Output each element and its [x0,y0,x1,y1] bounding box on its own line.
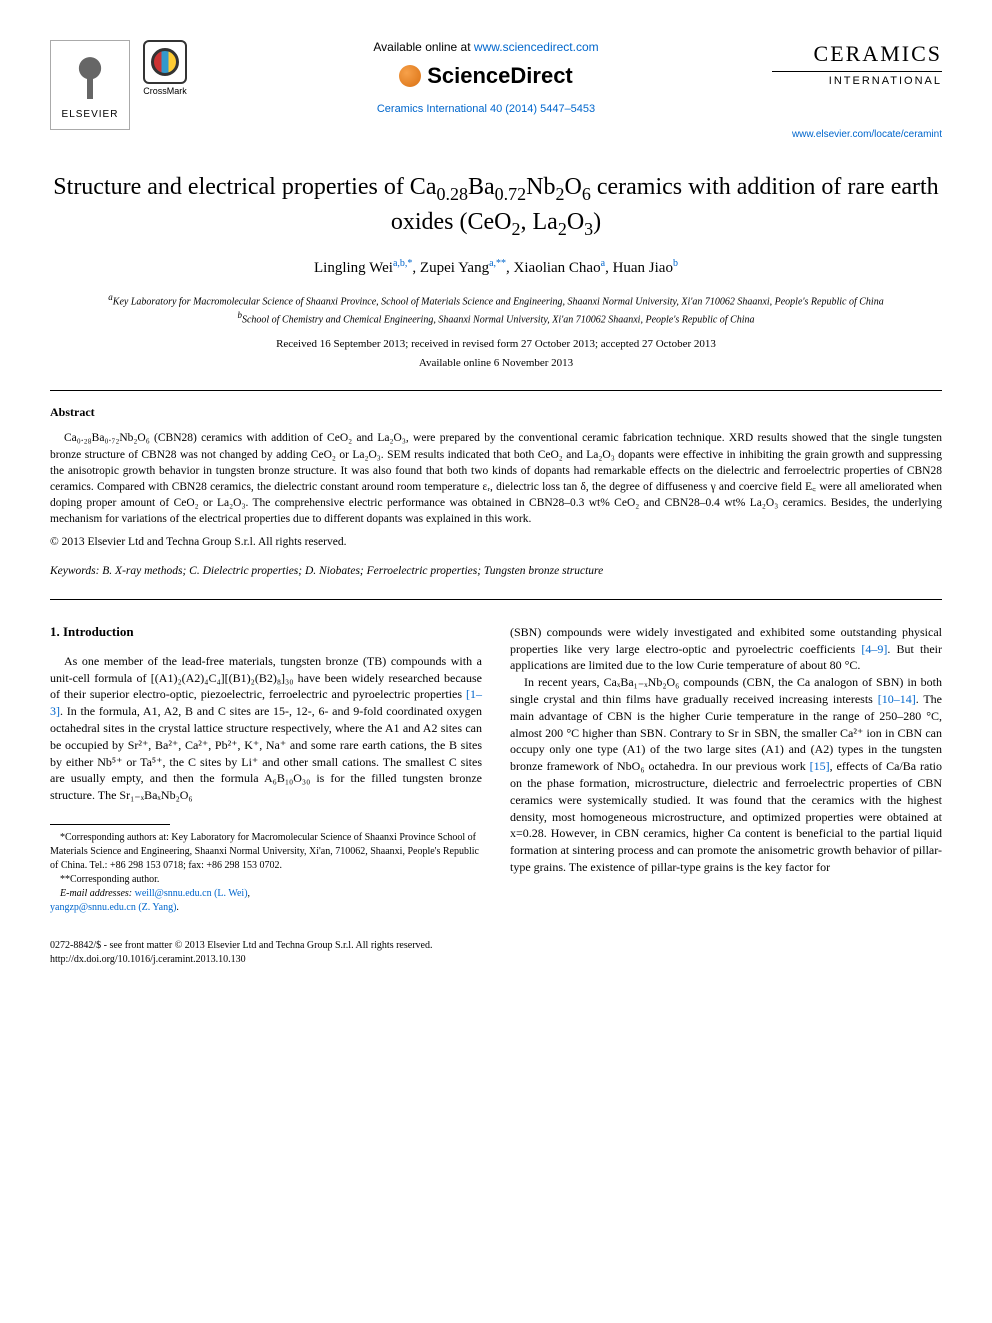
corresponding-author-footnote-2: **Corresponding author. [50,873,482,887]
author-name: Huan Jiao [613,260,673,276]
title-seg: ) [593,209,601,235]
email-end: . [176,902,179,913]
citation-link[interactable]: [15] [810,759,830,773]
left-column: 1. Introduction As one member of the lea… [50,624,482,915]
sciencedirect-ball-icon [399,65,421,87]
title-sub: 2 [558,219,567,239]
title-seg: , La [521,209,558,235]
received-dates: Received 16 September 2013; received in … [50,337,942,351]
title-sub: 6 [582,184,591,204]
author-affil-sup[interactable]: a [601,258,605,269]
sciencedirect-logo: ScienceDirect [399,62,573,91]
intro-paragraph-cont: (SBN) compounds were widely investigated… [510,624,942,674]
abstract-text: Ca₀.₂₈Ba₀.₇₂Nb₂O₆ (CBN28) ceramics with … [50,430,942,527]
citation-link[interactable]: [4–9] [861,642,887,656]
journal-homepage-url[interactable]: www.elsevier.com/locate/ceramint [772,128,942,141]
body-seg: As one member of the lead-free materials… [50,654,482,702]
issn-copyright: 0272-8842/$ - see front matter © 2013 El… [50,939,942,953]
intro-heading: 1. Introduction [50,624,482,641]
title-seg: O [564,174,581,200]
header-row: ELSEVIER CrossMark Available online at w… [50,40,942,141]
title-sub: 0.72 [495,184,527,204]
citation-link[interactable]: [10–14] [878,692,916,706]
title-sub: 0.28 [436,184,468,204]
available-online-text: Available online at www.sciencedirect.co… [220,40,752,56]
email-label: E-mail addresses: [60,888,135,899]
crossmark-icon [143,40,187,84]
author-email-link[interactable]: weill@snnu.edu.cn (L. Wei) [135,888,248,899]
author-name: Xiaolian Chao [514,260,601,276]
footnote-divider [50,824,170,825]
right-column: (SBN) compounds were widely investigated… [510,624,942,915]
corresponding-author-footnote: *Corresponding authors at: Key Laborator… [50,831,482,873]
crossmark-label: CrossMark [143,86,187,98]
center-header: Available online at www.sciencedirect.co… [200,40,772,116]
elsevier-logo: ELSEVIER [50,40,130,130]
keywords-label: Keywords: [50,565,99,577]
elsevier-tree-icon [65,49,115,104]
sciencedirect-text: ScienceDirect [427,62,573,91]
keywords-line: Keywords: B. X-ray methods; C. Dielectri… [50,564,942,579]
available-label: Available online at [373,40,474,54]
author-email-link[interactable]: yangzp@snnu.edu.cn (Z. Yang) [50,902,176,913]
divider [50,599,942,600]
journal-title-logo: CERAMICS [772,40,942,72]
article-title: Structure and electrical properties of C… [50,171,942,241]
body-seg: . In the formula, A1, A2, B and C sites … [50,704,482,802]
affiliation-text: School of Chemistry and Chemical Enginee… [242,314,755,325]
journal-logo-block: CERAMICS INTERNATIONAL www.elsevier.com/… [772,40,942,141]
keywords-text: B. X-ray methods; C. Dielectric properti… [99,565,603,577]
author-affil-sup[interactable]: a,** [489,258,506,269]
title-sub: 2 [512,219,521,239]
author-name: Lingling Wei [314,260,393,276]
abstract-heading: Abstract [50,405,942,421]
body-columns: 1. Introduction As one member of the lea… [50,624,942,915]
crossmark-badge[interactable]: CrossMark [130,40,200,98]
intro-paragraph: As one member of the lead-free materials… [50,653,482,804]
journal-subtitle-logo: INTERNATIONAL [772,74,942,88]
title-seg: Nb [526,174,555,200]
footer-info: 0272-8842/$ - see front matter © 2013 El… [50,939,942,967]
doi-link[interactable]: http://dx.doi.org/10.1016/j.ceramint.201… [50,953,942,967]
title-seg: Ba [468,174,495,200]
email-footnote: E-mail addresses: weill@snnu.edu.cn (L. … [50,887,482,915]
title-seg: Structure and electrical properties of C… [53,174,436,200]
authors-line: Lingling Weia,b,*, Zupei Yanga,**, Xiaol… [50,257,942,279]
title-sub: 3 [584,219,593,239]
author-name: Zupei Yang [420,260,489,276]
body-seg: , effects of Ca/Ba ratio on the phase fo… [510,759,942,874]
title-seg: O [567,209,584,235]
author-affil-sup[interactable]: b [673,258,678,269]
email-sep: , [248,888,251,899]
intro-paragraph-2: In recent years, CaₓBa₁₋ₓNb₂O₆ compounds… [510,674,942,876]
journal-reference[interactable]: Ceramics International 40 (2014) 5447–54… [220,102,752,116]
divider [50,390,942,391]
online-date: Available online 6 November 2013 [50,356,942,370]
affiliation-text: Key Laboratory for Macromolecular Scienc… [113,296,884,307]
copyright-line: © 2013 Elsevier Ltd and Techna Group S.r… [50,535,942,550]
author-affil-sup[interactable]: a,b,* [393,258,412,269]
sciencedirect-url[interactable]: www.sciencedirect.com [474,40,599,54]
affiliations: aKey Laboratory for Macromolecular Scien… [50,291,942,328]
elsevier-label: ELSEVIER [62,108,119,121]
crossmark-circle-icon [151,48,179,76]
